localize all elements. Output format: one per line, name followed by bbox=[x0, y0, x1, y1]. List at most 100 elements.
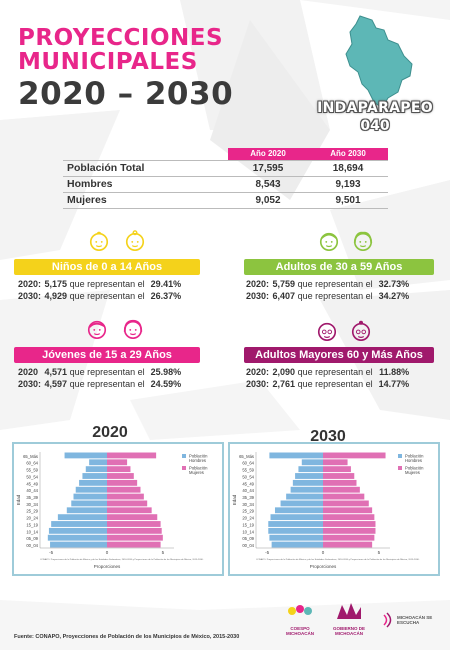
bar-hombres-50_54 bbox=[82, 473, 107, 479]
group-icons-mayores bbox=[316, 320, 372, 342]
group-stats-ninos: 2020: 5,175 que representan el 29.41% 20… bbox=[18, 278, 181, 302]
bar-hombres-50_54 bbox=[295, 473, 323, 479]
legend-label: Población bbox=[189, 466, 208, 471]
y-tick-label: 35_39 bbox=[26, 495, 38, 500]
bar-mujeres-30_34 bbox=[323, 500, 369, 507]
bar-mujeres-35_39 bbox=[107, 493, 144, 500]
municipality-label: INDAPARAPEO 040 bbox=[300, 100, 450, 134]
stat-row: 2030: 2,761 que representan el 14.77% bbox=[246, 379, 410, 389]
bar-hombres-55_59 bbox=[298, 466, 323, 473]
bar-hombres-30_34 bbox=[280, 500, 323, 507]
bar-hombres-15_19 bbox=[268, 521, 323, 527]
bar-hombres-40_44 bbox=[290, 486, 323, 493]
bar-hombres-20_24 bbox=[57, 514, 107, 521]
y-tick-label: 55_59 bbox=[26, 468, 38, 473]
y-tick-label: 10_14 bbox=[242, 529, 254, 534]
row-label: Población Total bbox=[63, 159, 228, 177]
bar-hombres-20_24 bbox=[270, 514, 323, 521]
y-axis-label: Edad bbox=[232, 494, 237, 505]
bar-hombres-10_14 bbox=[268, 527, 323, 534]
x-tick-label: 5 bbox=[378, 550, 381, 555]
y-tick-label: 35_39 bbox=[242, 495, 254, 500]
pyramid-chart-2020-box: 00_04 05_09 10_14 15_19 20_24 25_29 30_34 35_39… bbox=[12, 442, 224, 576]
value-2020: 17,595 bbox=[228, 159, 308, 177]
group-band-ninos: Niños de 0 a 14 Años bbox=[14, 259, 200, 275]
table-row: Mujeres 9,052 9,501 bbox=[63, 192, 388, 209]
bar-hombres-00_04 bbox=[271, 541, 323, 548]
y-tick-label: 00_04 bbox=[26, 543, 38, 548]
title-line-2: MUNICIPALES bbox=[18, 49, 198, 75]
y-tick-label: 10_14 bbox=[26, 529, 38, 534]
page-title: PROYECCIONES MUNICIPALES 2020 – 2030 bbox=[18, 26, 233, 111]
baby-girl-icon bbox=[125, 230, 145, 251]
adult-woman-icon bbox=[353, 231, 373, 251]
y-tick-label: 20_24 bbox=[242, 516, 254, 521]
young-man-icon bbox=[87, 320, 107, 339]
bar-mujeres-60_64 bbox=[107, 459, 128, 466]
stat-row: 2020: 5,175 que representan el 29.41% bbox=[18, 279, 182, 289]
chart-title-2020: 2020 bbox=[92, 424, 128, 441]
population-table: Año 2020 Año 2030 Población Total 17,595… bbox=[63, 148, 388, 209]
bar-hombres-45_49 bbox=[79, 479, 107, 486]
y-tick-label: 60_64 bbox=[242, 461, 254, 466]
y-tick-label: 20_24 bbox=[26, 516, 38, 521]
y-tick-label: 50_54 bbox=[242, 474, 254, 479]
group-stats-adultos: 2020: 5,759 que representan el 32.73% 20… bbox=[246, 278, 409, 302]
bar-mujeres-45_49 bbox=[107, 479, 138, 486]
bar-hombres-60_64 bbox=[301, 459, 323, 466]
bar-mujeres-05_09 bbox=[107, 534, 163, 541]
y-tick-label: 00_04 bbox=[242, 543, 254, 548]
group-icons-adultos bbox=[318, 230, 374, 252]
bar-mujeres-00_04 bbox=[323, 541, 373, 548]
coespo-logo: COESPO MICHOACÁN bbox=[282, 603, 318, 636]
stat-row: 2030: 6,407 que representan el 34.27% bbox=[246, 291, 410, 301]
group-stats-mayores: 2020: 2,090 que representan el 11.88% 20… bbox=[246, 366, 409, 390]
x-tick-label: 5 bbox=[162, 550, 165, 555]
young-woman-icon bbox=[123, 319, 143, 339]
bar-hombres-15_19 bbox=[51, 521, 107, 527]
coespo-label: COESPO MICHOACÁN bbox=[286, 626, 314, 636]
gobierno-logo: GOBIERNO DE MICHOACÁN bbox=[328, 601, 370, 636]
bar-mujeres-10_14 bbox=[323, 527, 376, 534]
y-tick-label: 55_59 bbox=[242, 468, 254, 473]
legend-label: Mujeres bbox=[189, 470, 204, 475]
y-tick-label: 15_19 bbox=[26, 522, 38, 527]
adult-man-icon bbox=[319, 232, 339, 251]
group-band-mayores: Adultos Mayores 60 y Más Años bbox=[244, 347, 434, 363]
bar-mujeres-15_19 bbox=[323, 521, 376, 527]
table-row: Hombres 8,543 9,193 bbox=[63, 176, 388, 193]
bar-mujeres-55_59 bbox=[107, 466, 131, 473]
group-icons-ninos bbox=[88, 230, 146, 252]
legend-label: Población bbox=[189, 454, 208, 459]
bar-hombres-45_49 bbox=[292, 479, 323, 486]
y-tick-label: 60_64 bbox=[26, 461, 38, 466]
elderly-man-icon bbox=[317, 322, 337, 341]
row-label: Hombres bbox=[63, 176, 228, 193]
bar-mujeres-25_29 bbox=[107, 507, 152, 514]
municipality-code: 040 bbox=[360, 118, 390, 134]
x-axis-label: Proporciones bbox=[310, 564, 337, 569]
legend-label: Población bbox=[405, 466, 424, 471]
y-tick-label: 15_19 bbox=[242, 522, 254, 527]
header-2030: Año 2030 bbox=[308, 148, 388, 160]
x-tick-label: 0 bbox=[106, 550, 109, 555]
bar-mujeres-40_44 bbox=[323, 486, 360, 493]
bar-hombres-05_09 bbox=[269, 534, 323, 541]
bar-mujeres-45_49 bbox=[323, 479, 357, 486]
y-axis-label: Edad bbox=[16, 494, 21, 505]
title-line-1: PROYECCIONES bbox=[18, 25, 224, 51]
y-tick-label: 25_29 bbox=[242, 509, 254, 514]
stat-row: 2020 4,571 que representan el 25.98% bbox=[18, 367, 182, 377]
stat-row: 2020: 2,090 que representan el 11.88% bbox=[246, 367, 410, 377]
bar-mujeres-00_04 bbox=[107, 541, 161, 548]
source-footer: Fuente: CONAPO, Proyecciones de Població… bbox=[14, 634, 240, 640]
bar-hombres-35_39 bbox=[286, 493, 323, 500]
coespo-mark-icon bbox=[288, 605, 312, 615]
legend-label: Hombres bbox=[405, 458, 422, 463]
gobierno-mark-icon bbox=[337, 603, 361, 619]
chart-source-note: CONAPO. Proyecciones de la Población de … bbox=[40, 558, 204, 561]
x-axis-label: Proporciones bbox=[94, 564, 121, 569]
group-band-adultos: Adultos de 30 a 59 Años bbox=[244, 259, 434, 275]
x-tick-label: 0 bbox=[322, 550, 325, 555]
y-tick-label: 25_29 bbox=[26, 509, 38, 514]
